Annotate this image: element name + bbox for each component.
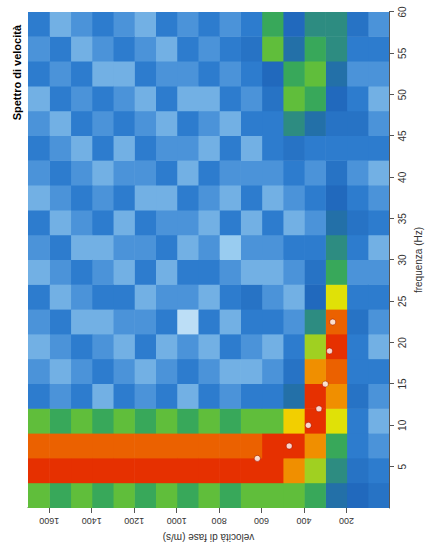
svg-text:800: 800 (212, 516, 227, 526)
svg-text:40: 40 (397, 171, 408, 183)
svg-text:10: 10 (397, 419, 408, 431)
svg-text:55: 55 (397, 47, 408, 59)
svg-text:400: 400 (297, 516, 312, 526)
svg-text:600: 600 (254, 516, 269, 526)
svg-text:1400: 1400 (82, 516, 102, 526)
svg-text:200: 200 (339, 516, 354, 526)
svg-text:45: 45 (397, 130, 408, 142)
svg-text:30: 30 (397, 254, 408, 266)
svg-text:15: 15 (397, 378, 408, 390)
svg-text:1600: 1600 (39, 516, 59, 526)
svg-text:60: 60 (397, 6, 408, 18)
svg-text:50: 50 (397, 89, 408, 101)
svg-text:20: 20 (397, 337, 408, 349)
svg-text:35: 35 (397, 213, 408, 225)
svg-text:1200: 1200 (124, 516, 144, 526)
svg-text:1000: 1000 (167, 516, 187, 526)
svg-text:velocità di fase (m/s): velocità di fase (m/s) (163, 532, 255, 543)
svg-text:5: 5 (397, 463, 408, 469)
svg-text:25: 25 (397, 295, 408, 307)
svg-text:Spettro di velocità: Spettro di velocità (11, 24, 23, 120)
svg-text:frequenza (Hz): frequenza (Hz) (413, 227, 424, 293)
